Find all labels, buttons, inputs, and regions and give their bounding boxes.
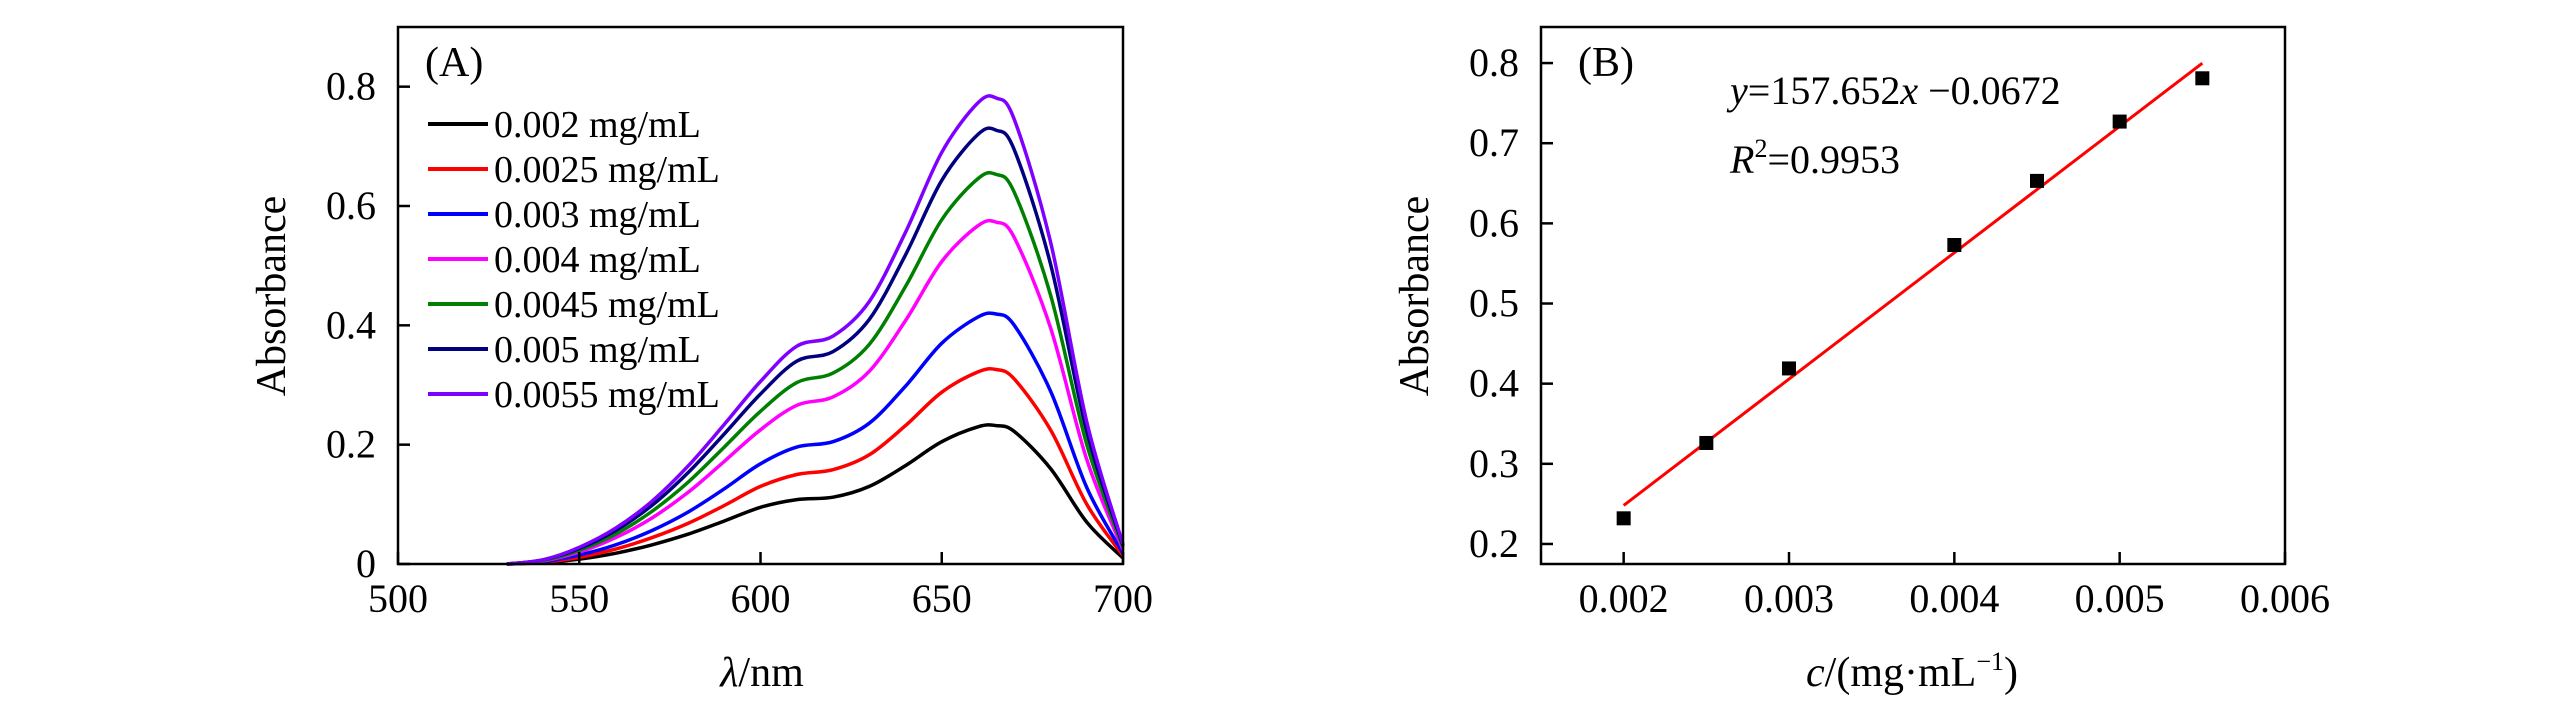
panel-b-ticks: 0.002 0.003 0.004 0.005 0.006 0.2 0.3 0.4 0.5 0.6…	[1469, 40, 2330, 621]
fit-r-squared: R2=0.9953	[1729, 134, 1900, 182]
panel-a-y-tick-label: 0.4	[326, 302, 376, 347]
spectrum-line-2	[506, 366, 1125, 566]
spectrum-line-6	[506, 126, 1125, 566]
panel-a-x-tick-label: 500	[368, 576, 428, 621]
legend-label-6: 0.005 mg/mL	[494, 329, 701, 371]
panel-a-spectra-chart: 500 550 600 650 700 0 0.2 0.4 0.6 0.8 (A) 0.002 m…	[249, 25, 1153, 696]
panel-a-label: (A)	[425, 40, 483, 86]
panel-b-y-tick-label: 0.8	[1469, 40, 1519, 85]
panel-b-label: (B)	[1578, 40, 1634, 86]
panel-a-y-tick-label: 0.8	[326, 64, 376, 109]
spectrum-line-3	[506, 311, 1125, 566]
panel-b-y-tick-label: 0.3	[1469, 441, 1519, 486]
data-point-3	[1782, 361, 1796, 376]
legend-label-4: 0.004 mg/mL	[494, 239, 701, 281]
panel-a-x-axis-title: λ/nm	[718, 650, 804, 696]
spectrum-line-5	[506, 170, 1125, 566]
legend-label-2: 0.0025 mg/mL	[494, 149, 720, 191]
panel-b-x-tick-label: 0.003	[1744, 576, 1834, 621]
data-point-2	[1699, 435, 1714, 450]
panel-a-curves	[506, 94, 1125, 566]
data-point-7	[2195, 71, 2210, 86]
panel-b-y-tick-label: 0.6	[1469, 200, 1519, 245]
spectrum-line-1	[506, 423, 1125, 566]
legend-label-5: 0.0045 mg/mL	[494, 284, 720, 326]
spectrum-line-4	[506, 218, 1125, 566]
panel-a-y-axis-title: Absorbance	[249, 196, 295, 397]
legend-label-1: 0.002 mg/mL	[494, 104, 701, 146]
panel-b-x-tick-label: 0.002	[1579, 576, 1669, 621]
data-point-4	[1947, 238, 1962, 253]
panel-a-ticks: 500 550 600 650 700 0 0.2 0.4 0.6 0.8	[326, 64, 1153, 621]
panel-b-x-axis-title: c/(mg·mL−1)	[1806, 647, 2018, 696]
panel-b-y-tick-label: 0.5	[1469, 281, 1519, 326]
fit-line	[1622, 61, 2204, 507]
panel-b-x-tick-label: 0.006	[2240, 576, 2330, 621]
panel-a-y-tick-label: 0	[356, 541, 376, 586]
data-point-5	[2030, 173, 2044, 188]
data-point-6	[2112, 114, 2127, 129]
panel-b-calibration-chart: 0.002 0.003 0.004 0.005 0.006 0.2 0.3 0.4 0.5 0.6…	[1392, 25, 2330, 696]
panel-b-x-tick-label: 0.005	[2075, 576, 2165, 621]
panel-b-y-axis-title: Absorbance	[1392, 196, 1438, 397]
panel-a-x-tick-label: 700	[1093, 576, 1153, 621]
panel-a-y-tick-label: 0.6	[326, 183, 376, 228]
legend-label-3: 0.003 mg/mL	[494, 194, 701, 236]
fit-equation: y=157.652x −0.0672	[1726, 68, 2061, 113]
panel-b-y-tick-label: 0.4	[1469, 361, 1519, 406]
panel-b-frame	[1539, 25, 2287, 566]
panel-b-x-tick-label: 0.004	[1909, 576, 1999, 621]
panel-b-y-tick-label: 0.7	[1469, 120, 1519, 165]
spectrum-line-7	[506, 94, 1125, 566]
data-point-1	[1616, 511, 1631, 526]
panel-b-y-tick-label: 0.2	[1469, 521, 1519, 566]
panel-a-legend: 0.002 mg/mL0.0025 mg/mL0.003 mg/mL0.004 …	[428, 104, 720, 416]
panel-b-points	[1616, 71, 2210, 526]
legend-label-7: 0.0055 mg/mL	[494, 374, 720, 416]
panel-a-y-tick-label: 0.2	[326, 422, 376, 467]
panel-a-x-tick-label: 650	[912, 576, 972, 621]
panel-a-x-tick-label: 550	[549, 576, 609, 621]
panel-a-x-tick-label: 600	[731, 576, 791, 621]
